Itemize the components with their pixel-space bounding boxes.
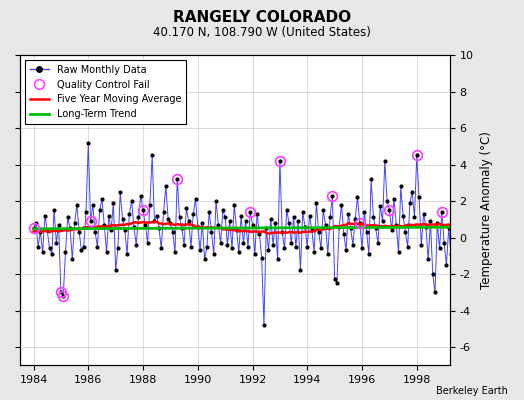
- Text: RANGELY COLORADO: RANGELY COLORADO: [173, 10, 351, 25]
- Legend: Raw Monthly Data, Quality Control Fail, Five Year Moving Average, Long-Term Tren: Raw Monthly Data, Quality Control Fail, …: [25, 60, 186, 124]
- Y-axis label: Temperature Anomaly (°C): Temperature Anomaly (°C): [481, 131, 493, 289]
- Text: 40.170 N, 108.790 W (United States): 40.170 N, 108.790 W (United States): [153, 26, 371, 39]
- Text: Berkeley Earth: Berkeley Earth: [436, 386, 508, 396]
